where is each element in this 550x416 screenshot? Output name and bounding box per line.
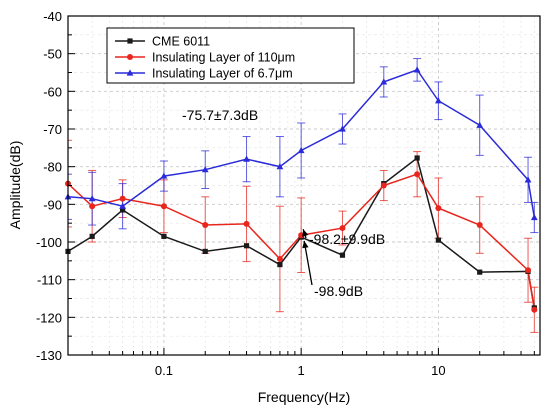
y-axis-title: Amplitude(dB) — [7, 141, 23, 230]
y-tick-label: -100 — [36, 235, 62, 250]
data-point — [276, 255, 283, 262]
axes: -40 -50 -60 -70 -80 -90 -100 -110 -120 -130 0.1 1 10 — [36, 9, 535, 378]
data-point — [435, 237, 441, 243]
data-point — [88, 195, 96, 202]
data-point — [477, 269, 483, 275]
y-tick-label: -90 — [43, 197, 62, 212]
data-point — [435, 205, 442, 212]
x-tick-label: 0.1 — [155, 363, 173, 378]
data-point — [120, 207, 126, 213]
x-axis-title: Frequency(Hz) — [258, 389, 351, 405]
data-point — [476, 121, 484, 128]
y-tick-label: -60 — [43, 84, 62, 99]
error-bars — [68, 58, 539, 333]
legend: CME 6011 Insulating Layer of 110μm Insulat… — [106, 27, 355, 84]
annotation-label: -75.7±7.3dB — [182, 107, 258, 123]
data-point — [380, 78, 388, 85]
data-point — [524, 176, 532, 183]
legend-label: CME 6011 — [152, 35, 210, 49]
legend-box — [106, 27, 355, 84]
y-tick-label: -120 — [36, 310, 62, 325]
data-point — [434, 97, 442, 104]
data-point — [89, 203, 96, 210]
data-point — [413, 66, 421, 73]
data-point — [525, 267, 532, 274]
data-point — [339, 252, 346, 258]
data-point — [119, 202, 127, 209]
data-point — [297, 146, 305, 154]
legend-label: Insulating Layer of 6.7μm — [152, 67, 293, 81]
y-tick-label: -70 — [43, 122, 62, 137]
data-point — [201, 166, 209, 173]
x-tick-label: 1 — [298, 363, 305, 378]
data-point — [202, 248, 208, 255]
annotation-arrowhead — [302, 229, 309, 237]
data-point — [414, 171, 421, 178]
legend-marker — [127, 54, 133, 60]
annotation-label: -98.2±9.9dB — [309, 231, 385, 247]
data-point — [160, 203, 167, 210]
y-tick-label: -130 — [36, 348, 62, 363]
legend-label: Insulating Layer of 110μm — [152, 51, 295, 65]
data-point — [243, 243, 250, 249]
data-point — [119, 195, 126, 202]
series-lines — [68, 68, 536, 310]
data-point — [530, 213, 538, 221]
data-point — [339, 125, 346, 132]
data-point — [202, 222, 209, 229]
annotation-pointer — [303, 240, 313, 286]
data-point — [160, 172, 168, 179]
data-point — [161, 233, 167, 239]
legend-marker — [127, 38, 133, 44]
data-point — [243, 220, 250, 227]
x-tick-label: 10 — [431, 363, 445, 378]
data-point — [380, 182, 387, 189]
annotation-arrowhead — [302, 240, 309, 249]
data-point — [414, 155, 420, 161]
legend-marker — [126, 69, 134, 76]
data-point — [243, 155, 250, 162]
y-tick-label: -50 — [43, 47, 62, 62]
data-point — [339, 225, 346, 232]
annotation-label: -98.9dB — [314, 283, 363, 299]
data-point — [476, 222, 483, 229]
data-point — [277, 262, 283, 268]
data-point — [531, 306, 538, 313]
y-tick-label: -80 — [43, 160, 62, 175]
data-point — [276, 163, 284, 170]
data-point — [89, 233, 95, 239]
y-tick-label: -110 — [37, 273, 62, 288]
annotations: -75.7±7.3dB -98.2±9.9dB -98.9dB — [182, 107, 385, 299]
y-tick-label: -40 — [43, 9, 62, 24]
